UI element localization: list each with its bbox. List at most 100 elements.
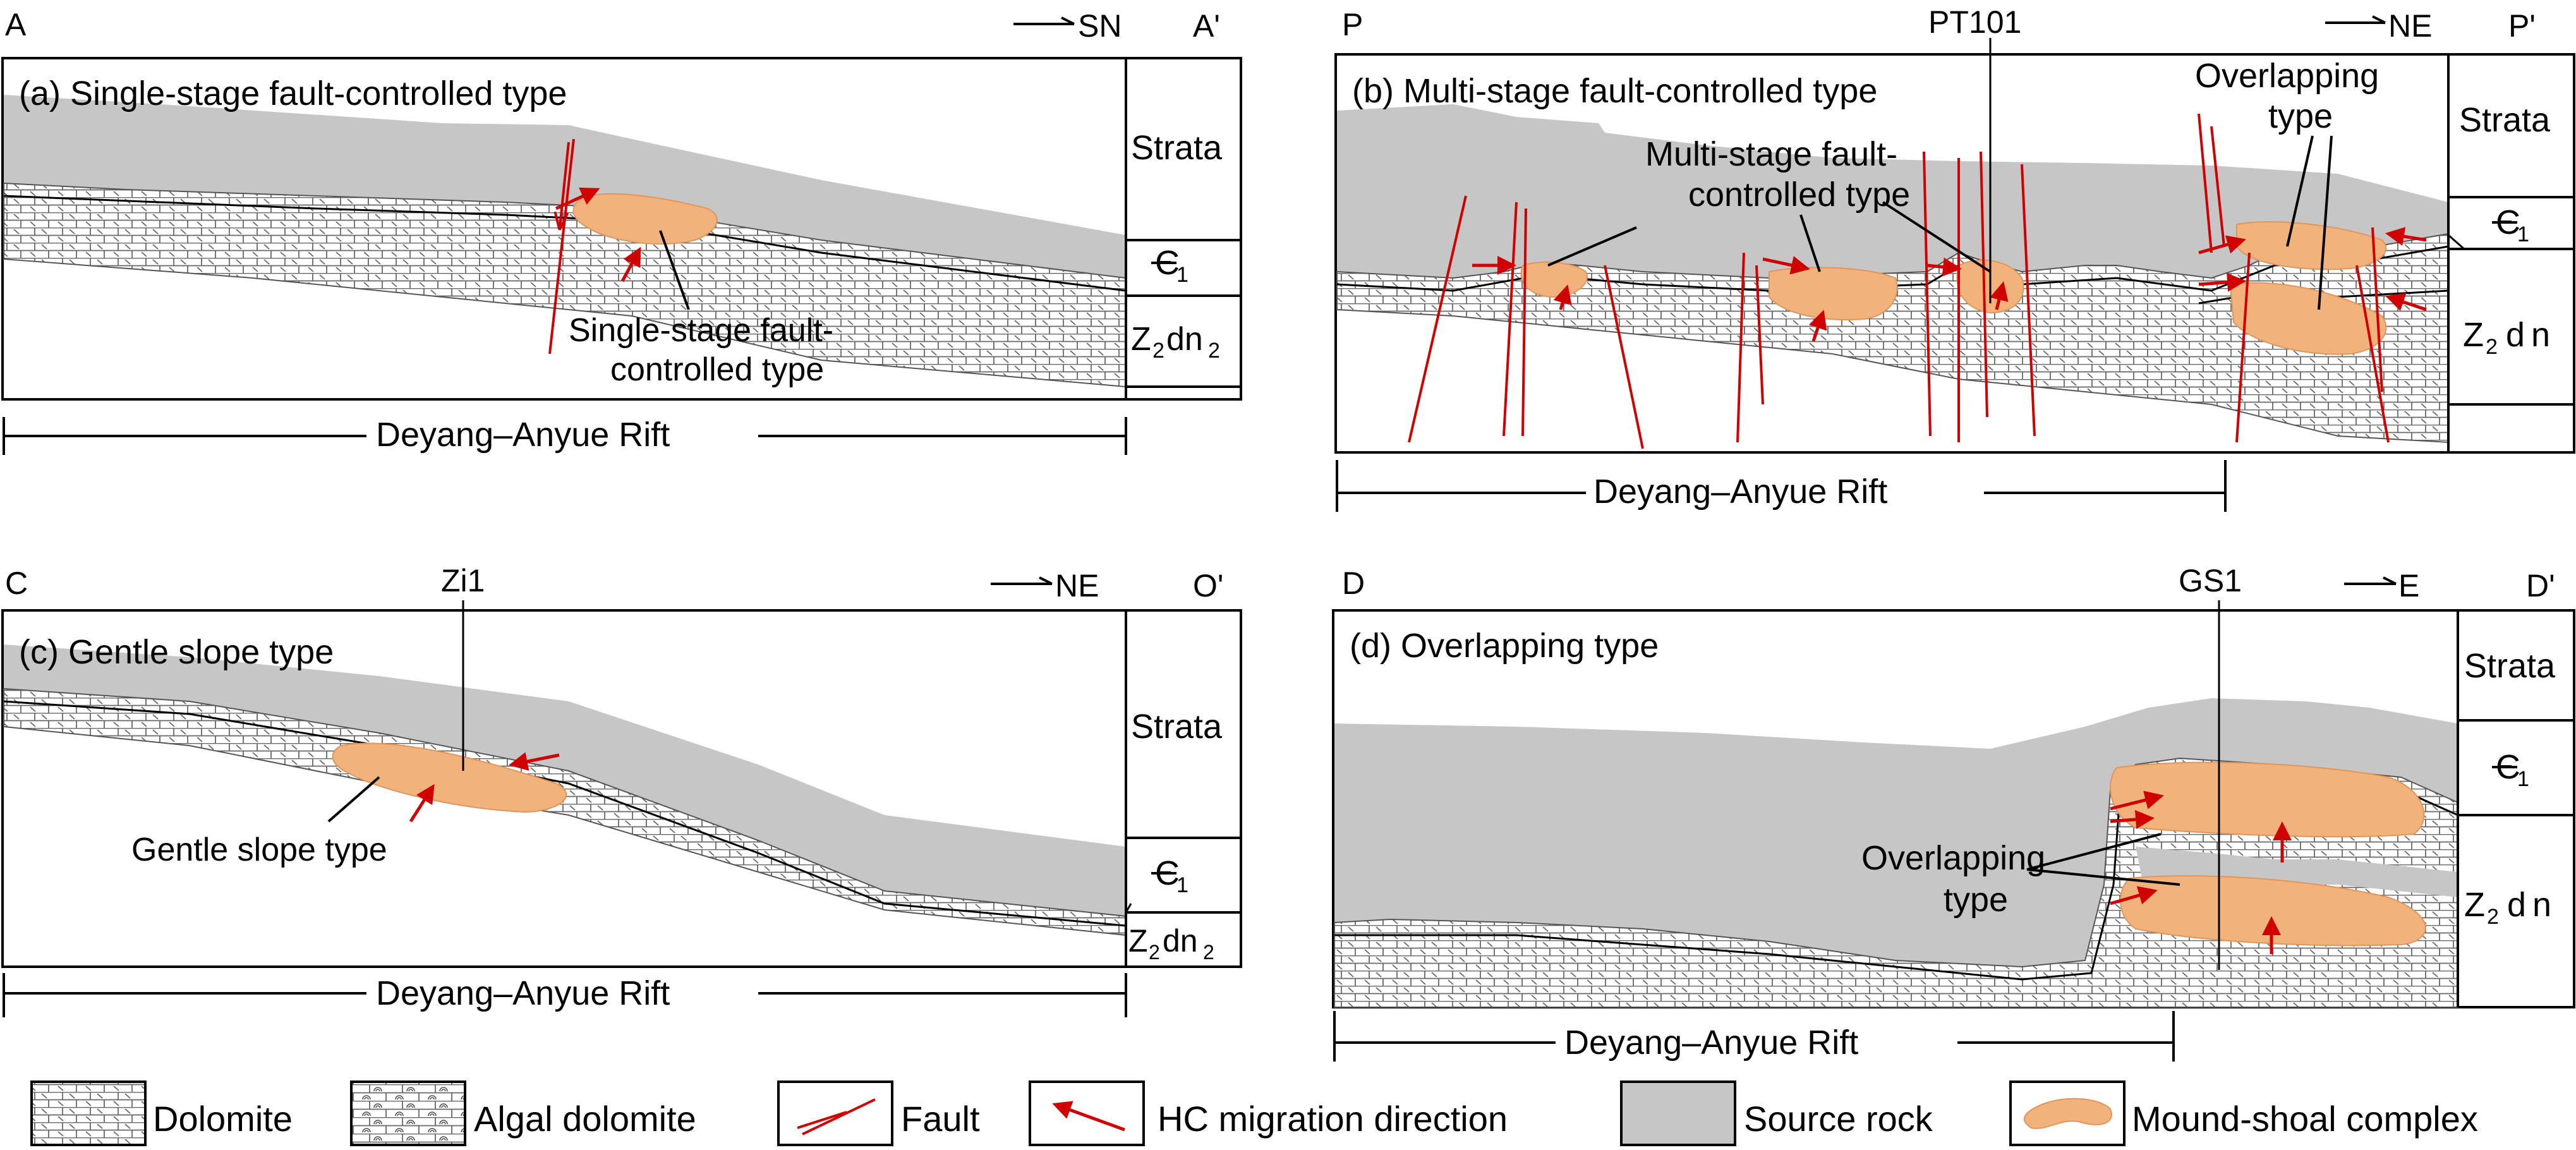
legend-migration-label: HC migration direction [1158, 1099, 1508, 1139]
panel-a-migration-arrow-2 [620, 246, 641, 282]
panel-b-migration-3 [1762, 256, 1810, 275]
panel-c-migration-2 [409, 784, 435, 823]
panel-b-migration-9 [2198, 272, 2246, 292]
panel-b-mound-4 [2236, 221, 2387, 270]
panel-b-migration-4 [1808, 310, 1827, 342]
panel-d-mound-1 [2110, 761, 2425, 838]
panel-d-direction: E [2398, 568, 2419, 603]
panel-a-frame [1, 57, 1242, 401]
panel-d-migration-1 [2110, 790, 2164, 811]
panel-a-annotation-line1: Single-stage fault- [569, 312, 833, 349]
panel-b: P PT101 NE P' [1334, 4, 2575, 512]
panel-c-annotation: Gentle slope type [131, 832, 387, 868]
panel-c-section [3, 600, 1127, 936]
panel-d-well: GS1 [2179, 563, 2242, 598]
panel-c: C Zi1 NE O' (c) Gentle slope type Gentle… [1, 563, 1242, 1017]
panel-b-rift-label: Deyang–Anyue Rift [1593, 473, 1887, 511]
panel-a-strata-cambrian-sub: 1 [1176, 263, 1188, 287]
panel-a-corner-right: A' [1193, 8, 1220, 44]
panel-b-faults [1408, 113, 2390, 449]
panel-b-strata-column: Strata Є 1 Z 2 dn [2447, 54, 2574, 452]
panel-a-fault [548, 138, 575, 354]
panel-b-leader-3 [1882, 201, 1992, 273]
panel-a-rift-bracket: Deyang–Anyue Rift [3, 416, 1127, 455]
panel-d-migration-2 [2110, 809, 2155, 829]
panel-b-migration-2 [1553, 284, 1572, 310]
legend-fault-label: Fault [901, 1099, 980, 1139]
panel-c-strata-z-sub1: 2 [1149, 941, 1160, 964]
panel-d-strata-column: Strata Є 1 Z 2 dn [2457, 610, 2574, 1007]
panel-d: D GS1 E D' (d) Overlapping type Overlapp… [1332, 563, 2575, 1062]
panel-c-source-rock [4, 645, 1126, 916]
panel-d-annotation-line1: Overlapping [1861, 839, 2045, 877]
legend-algal: Algal dolomite [350, 1080, 696, 1146]
panel-a-annotation-line2: controlled type [610, 351, 824, 388]
panel-b-migration-6 [1990, 281, 2009, 310]
legend-fault-swatch [777, 1080, 893, 1146]
panel-d-leader [2026, 833, 2180, 886]
panel-c-frame [1, 609, 1242, 968]
panel-c-mound-shoal [332, 742, 567, 813]
legend-dolomite-swatch [30, 1080, 147, 1146]
panel-b-annotation-multi-line1: Multi-stage fault- [1645, 135, 1897, 173]
panel-b-strata-dn: dn [2506, 316, 2556, 354]
panel-c-strata-header: Strata [1131, 708, 1223, 746]
panel-a-strata-z-sub2: 2 [1208, 339, 1220, 363]
panel-b-strata-header: Strata [2459, 101, 2551, 139]
legend-source: Source rock [1620, 1080, 1933, 1146]
panel-b-annotation-overlap-line2: type [2268, 97, 2333, 135]
panel-d-section [1334, 600, 2458, 1008]
panel-a-direction-arrow [1013, 16, 1075, 25]
panel-d-direction-arrow [2344, 576, 2397, 585]
panel-b-direction: NE [2388, 8, 2432, 44]
panel-c-direction-arrow [991, 576, 1053, 585]
panel-b-strata-cambrian-sub: 1 [2517, 222, 2529, 246]
panel-d-strata-dn: dn [2507, 886, 2558, 924]
legend-mound-label: Mound-shoal complex [2132, 1099, 2478, 1139]
panel-d-corner-left: D [1342, 566, 1365, 601]
panel-a-section [3, 95, 1127, 388]
legend-fault: Fault [777, 1080, 980, 1146]
panel-b-leader-5 [2318, 135, 2333, 310]
panel-a-direction: SN [1078, 8, 1122, 44]
panel-d-strata-cambrian-sub: 1 [2517, 767, 2529, 791]
panel-a-strata-column: Strata Є 1 Z 2 dn 2 [1125, 58, 1241, 399]
panel-c-well: Zi1 [441, 563, 485, 598]
legend-migration: HC migration direction [1029, 1080, 1508, 1146]
legend: Dolomite Algal dolomite Fault HC migrati… [30, 1080, 2478, 1146]
panel-d-title: (d) Overlapping type [1350, 627, 1659, 665]
panel-c-direction: NE [1055, 568, 1099, 603]
panel-a-corner-left: A [5, 7, 27, 42]
panel-b-leader-4 [2286, 135, 2314, 247]
panel-a-title: (a) Single-stage fault-controlled type [19, 75, 567, 112]
panel-d-mound-2 [2120, 875, 2426, 947]
panel-b-strata-z: Z [2463, 316, 2484, 354]
panel-b-source-rock [1337, 104, 2448, 278]
panel-a-strata-header: Strata [1131, 129, 1223, 167]
panel-b-migration-8 [2385, 227, 2427, 246]
panel-b-rift-bracket: Deyang–Anyue Rift [1336, 460, 2227, 512]
panel-c-strata-z-sub2: 2 [1203, 941, 1214, 964]
panel-b-annotation-overlap-line1: Overlapping [2195, 57, 2379, 95]
panel-b-direction-arrow [2325, 15, 2386, 24]
panel-d-rift-label: Deyang–Anyue Rift [1564, 1024, 1858, 1062]
panel-c-leader [327, 776, 380, 823]
panel-d-strata-z: Z [2464, 886, 2485, 924]
panel-d-strata-z-sub1: 2 [2487, 905, 2499, 929]
panel-c-strata-column: Strata Є 1 Z 2 dn 2 [1125, 610, 1241, 968]
panel-d-migration-4 [2110, 886, 2158, 905]
panel-c-strata-cambrian-sub: 1 [1176, 873, 1188, 897]
panel-b-frame [1334, 53, 2575, 454]
panel-a-rift-label: Deyang–Anyue Rift [376, 416, 670, 454]
legend-dolomite: Dolomite [30, 1080, 293, 1146]
legend-dolomite-label: Dolomite [153, 1099, 293, 1139]
panel-d-strata-header: Strata [2464, 647, 2556, 685]
panel-c-strata-z: Z [1128, 923, 1148, 959]
panel-c-rift-label: Deyang–Anyue Rift [376, 974, 670, 1012]
panel-b-strata-z-sub1: 2 [2486, 335, 2498, 359]
panel-a-strata-dn: dn [1166, 321, 1203, 358]
legend-algal-swatch [350, 1080, 466, 1146]
legend-source-swatch [1620, 1080, 1736, 1146]
panel-b-corner-left: P [1342, 7, 1363, 42]
